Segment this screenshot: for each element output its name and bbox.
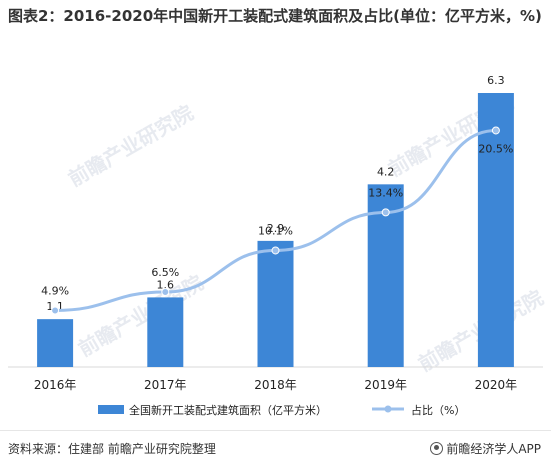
share-value-label: 13.4% <box>368 186 403 199</box>
x-tick-label: 2017年 <box>144 378 187 392</box>
footer-divider <box>0 430 551 431</box>
combo-chart: 1.11.62.94.26.34.9%6.5%10.1%13.4%20.5%20… <box>8 74 543 417</box>
share-value-label: 10.1% <box>258 224 293 237</box>
share-value-label: 20.5% <box>478 142 513 155</box>
share-point-2019年 <box>381 208 390 217</box>
bar-2018年 <box>257 240 294 367</box>
bar-value-label: 4.2 <box>377 165 395 178</box>
x-tick-label: 2018年 <box>254 378 297 392</box>
chart-title: 图表2：2016-2020年中国新开工装配式建筑面积及占比(单位：亿平方米，%) <box>8 7 542 25</box>
x-tick-label: 2016年 <box>34 378 77 392</box>
brand-logo-icon <box>430 442 444 455</box>
share-point-2016年 <box>51 306 60 315</box>
source-note: 资料来源：住建部 前瞻产业研究院整理 <box>8 442 216 456</box>
share-value-label: 6.5% <box>151 266 179 279</box>
x-tick-label: 2020年 <box>475 378 518 392</box>
bar-2017年 <box>147 297 184 367</box>
bar-2020年 <box>477 93 514 367</box>
bar-value-label: 2.9 <box>267 222 285 235</box>
share-point-2018年 <box>271 246 280 255</box>
brand-name: 前瞻经济学人APP <box>446 442 541 456</box>
share-point-2017年 <box>161 288 170 296</box>
legend-line-marker <box>384 405 392 413</box>
legend-bar-label: 全国新开工装配式建筑面积（亿平方米） <box>129 403 327 417</box>
bar-2016年 <box>37 319 74 367</box>
legend-bar-swatch <box>98 405 124 414</box>
share-point-2020年 <box>491 126 500 135</box>
brand-credit: 前瞻经济学人APP <box>430 440 541 457</box>
share-value-label: 4.9% <box>41 284 69 297</box>
bar-value-label: 6.3 <box>487 74 505 87</box>
bar-value-label: 1.6 <box>157 278 175 291</box>
x-tick-label: 2019年 <box>364 378 407 392</box>
legend-line-label: 占比（%） <box>411 403 465 417</box>
